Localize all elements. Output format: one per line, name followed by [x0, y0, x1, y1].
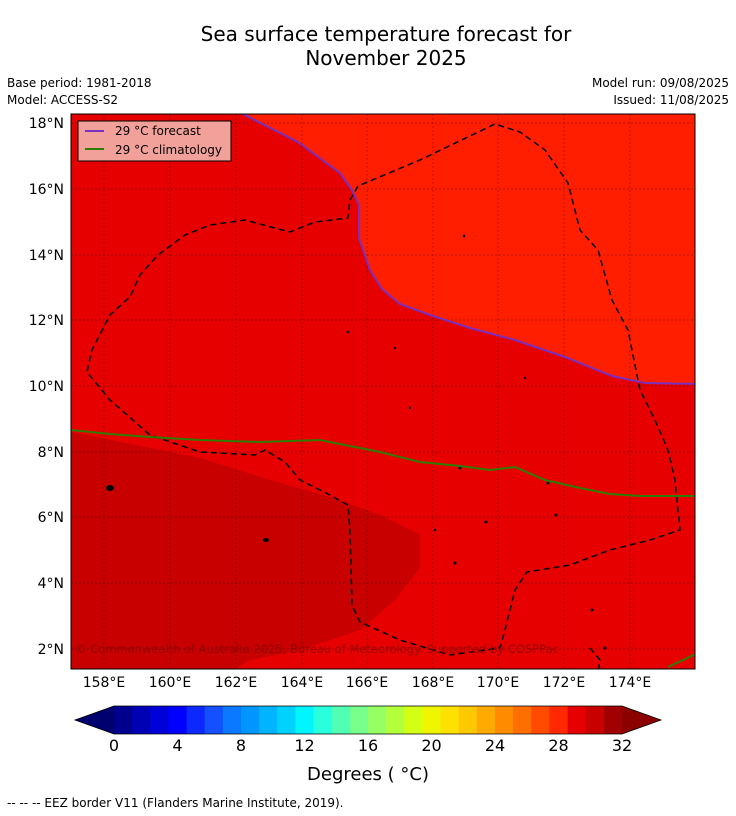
lon-tick: 172°E: [543, 675, 586, 691]
lon-tick: 170°E: [477, 675, 520, 691]
colorbar-cell: [603, 706, 623, 734]
lon-tick: 160°E: [149, 675, 192, 691]
meta-left: Base period: 1981-2018 Model: ACCESS-S2: [7, 75, 152, 109]
lat-tick: 8°N: [38, 445, 64, 461]
latitude-tick-labels: 18°N 16°N 14°N 12°N 10°N 8°N 6°N 4°N 2°N: [29, 116, 64, 658]
model-name: Model: ACCESS-S2: [7, 93, 119, 107]
model-run: Model run: 09/08/2025: [591, 76, 729, 90]
lat-tick: 2°N: [38, 642, 64, 658]
colorbar-outline: [73, 705, 663, 735]
colorbar-tick: 12: [294, 736, 314, 755]
colorbar-cell: [331, 706, 351, 734]
lat-tick: 6°N: [38, 510, 64, 526]
colorbar-cell: [186, 706, 206, 734]
title-line-2: November 2025: [305, 46, 467, 70]
map-frame: [70, 113, 696, 670]
forecast-29c-line: [240, 114, 695, 385]
colorbar-under-arrow: [75, 706, 114, 734]
colorbar-tick: 0: [109, 736, 119, 755]
chart-title: Sea surface temperature forecast for Nov…: [0, 22, 736, 70]
colorbar-tick: 24: [485, 736, 505, 755]
lon-tick: 168°E: [412, 675, 455, 691]
lat-tick: 16°N: [29, 182, 64, 198]
colorbar-cell: [114, 706, 133, 734]
colorbar-cell: [585, 706, 605, 734]
eez-border-segment: [589, 647, 601, 669]
colorbar-tick: 8: [236, 736, 246, 755]
colorbar-cell: [567, 706, 587, 734]
lon-tick: 164°E: [281, 675, 324, 691]
title-line-1: Sea surface temperature forecast for: [200, 22, 572, 46]
colorbar-tick: 4: [172, 736, 182, 755]
legend-climatology-label: 29 °C climatology: [115, 143, 222, 157]
eez-footnote: -- -- -- EEZ border V11 (Flanders Marine…: [7, 796, 344, 810]
colorbar-cell: [368, 706, 387, 734]
colorbar-cell: [150, 706, 169, 734]
lon-tick: 162°E: [215, 675, 258, 691]
colorbar-cell: [458, 706, 478, 734]
lat-tick: 18°N: [29, 116, 64, 132]
colorbar-cell: [259, 706, 278, 734]
colorbar-cell: [513, 706, 532, 734]
lon-tick: 158°E: [83, 675, 126, 691]
colorbar-over-arrow: [622, 706, 661, 734]
colorbar-cell: [168, 706, 187, 734]
colorbar-cell: [222, 706, 242, 734]
colorbar: 0 4 8 12 16 20 24 28 32 Degrees ( °C): [73, 705, 663, 785]
colorbar-cell: [422, 706, 441, 734]
lon-tick: 174°E: [609, 675, 652, 691]
colorbar-label: Degrees ( °C): [307, 764, 429, 785]
colorbar-tick: 28: [548, 736, 568, 755]
colorbar-cell: [476, 706, 496, 734]
colorbar-cells: [114, 706, 623, 734]
lon-tick: 166°E: [346, 675, 389, 691]
cool-temperature-region: [71, 432, 420, 669]
base-period: Base period: 1981-2018: [7, 76, 152, 90]
colorbar-cell: [132, 706, 151, 734]
colorbar-cell: [349, 706, 369, 734]
colorbar-tick: 32: [612, 736, 632, 755]
colorbar-cell: [295, 706, 314, 734]
issued-date: Issued: 11/08/2025: [613, 93, 729, 107]
map-legend: 29 °C forecast 29 °C climatology: [77, 120, 232, 162]
copyright-text: © Commonwealth of Australia 2025, Bureau…: [75, 642, 559, 656]
legend-forecast-label: 29 °C forecast: [115, 124, 201, 138]
islands: [106, 234, 607, 650]
lat-tick: 12°N: [29, 313, 64, 329]
colorbar-cell: [495, 706, 514, 734]
colorbar-cell: [277, 706, 296, 734]
climatology-29c-line: [71, 429, 695, 497]
warm-temperature-region: [242, 114, 695, 384]
lat-tick: 14°N: [29, 248, 64, 264]
meta-right: Model run: 09/08/2025 Issued: 11/08/2025: [592, 75, 729, 109]
colorbar-cell: [549, 706, 568, 734]
map-plot: © Commonwealth of Australia 2025, Bureau…: [71, 114, 695, 669]
colorbar-cell: [440, 706, 460, 734]
colorbar-cell: [404, 706, 423, 734]
colorbar-cell: [386, 706, 405, 734]
lat-tick: 10°N: [29, 379, 64, 395]
colorbar-cell: [531, 706, 550, 734]
colorbar-cell: [313, 706, 333, 734]
colorbar-cell: [204, 706, 224, 734]
longitude-tick-labels: 158°E 160°E 162°E 164°E 166°E 168°E 170°…: [83, 675, 652, 691]
colorbar-tick-labels: 0 4 8 12 16 20 24 28 32: [109, 736, 632, 755]
colorbar-tick: 16: [358, 736, 378, 755]
legend-box: [77, 120, 232, 162]
colorbar-tick: 20: [421, 736, 441, 755]
lat-tick: 4°N: [38, 576, 64, 592]
colorbar-cell: [241, 706, 260, 734]
